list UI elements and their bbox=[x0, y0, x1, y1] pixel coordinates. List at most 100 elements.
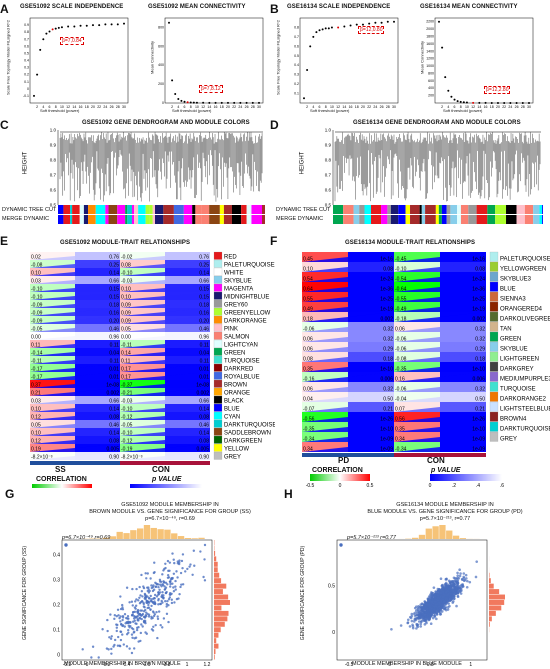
pvalue-triangle bbox=[394, 332, 486, 342]
y-histogram-bar bbox=[489, 621, 490, 627]
threshold-point bbox=[465, 101, 468, 104]
correlation-cell bbox=[302, 422, 348, 432]
pvalue-triangle bbox=[30, 260, 120, 268]
correlation-value: -0.06 bbox=[395, 387, 407, 393]
correlation-cell bbox=[394, 362, 440, 372]
scatter-point bbox=[172, 572, 176, 575]
scatter-point bbox=[426, 597, 430, 600]
y-histogram-bar bbox=[214, 572, 220, 578]
correlation-value: -0.02 bbox=[121, 255, 133, 261]
correlation-cell bbox=[120, 308, 165, 316]
x-tick-label: 28 bbox=[386, 105, 390, 109]
correlation-value: 0.10 bbox=[31, 431, 41, 437]
y-tick-label: 0.7 bbox=[24, 37, 29, 41]
pvalue-triangle bbox=[120, 436, 210, 444]
pvalue-triangle bbox=[394, 272, 486, 282]
pvalue-value: 0.14 bbox=[199, 271, 209, 277]
correlation-cell bbox=[30, 324, 75, 332]
module-color-swatch bbox=[489, 301, 499, 312]
pvalue-value: 0.32 bbox=[383, 387, 393, 393]
scatter-point bbox=[121, 603, 124, 607]
legend-marker bbox=[64, 543, 68, 547]
pvalue-value: 1e-25 bbox=[472, 297, 485, 303]
merged-color-bar bbox=[359, 215, 365, 224]
pvalue-triangle bbox=[120, 444, 210, 452]
correlation-cell bbox=[394, 352, 440, 362]
scatter-point bbox=[161, 591, 164, 594]
x-tick-label: 22 bbox=[97, 105, 101, 109]
x-tick-label: 4 bbox=[312, 105, 314, 109]
y-tick-label: 1800 bbox=[426, 34, 434, 38]
scatter-point bbox=[161, 583, 165, 587]
scatter-point bbox=[192, 549, 196, 552]
x-histogram-bar bbox=[109, 536, 117, 539]
scatter-point bbox=[164, 566, 167, 570]
scatter-point bbox=[441, 586, 445, 590]
panel-b-right-annotation: β=12,2.80 bbox=[484, 86, 511, 94]
panel-b-right-ylabel: Mean Connectivity bbox=[419, 41, 425, 74]
threshold-point bbox=[116, 23, 119, 26]
correlation-cell bbox=[302, 312, 348, 322]
panel-b-left-ylabel: Scale Free Topology Model Fit,signed R^2 bbox=[275, 20, 281, 95]
scatter-point bbox=[151, 601, 155, 604]
scatter-point bbox=[157, 599, 160, 602]
y-tick-label: 0.9 bbox=[24, 23, 29, 27]
trait-bar-1 bbox=[30, 461, 120, 465]
x-tick-label: 0 bbox=[86, 662, 89, 668]
pvalue-triangle bbox=[120, 308, 210, 316]
module-name: MEDIUMPURPLE3 bbox=[500, 377, 550, 383]
pvalue-value: 1e-10 bbox=[380, 427, 393, 433]
scatter-point bbox=[146, 572, 149, 575]
pvalue-value: 0.006 bbox=[380, 377, 393, 383]
module-name: DARKGREEN bbox=[224, 439, 262, 445]
correlation-cell bbox=[394, 282, 440, 292]
scatter-point bbox=[119, 607, 123, 611]
scatter-point bbox=[147, 615, 151, 618]
module-color-swatch bbox=[213, 307, 223, 316]
p-legend-tick: .4 bbox=[476, 483, 480, 488]
y-histogram-bar bbox=[214, 594, 229, 600]
x-tick-label: 16 bbox=[349, 105, 353, 109]
threshold-point bbox=[171, 79, 174, 82]
pvalue-triangle bbox=[394, 372, 486, 382]
scatter-point bbox=[91, 645, 95, 648]
pvalue-value: 0.18 bbox=[475, 357, 485, 363]
x-histogram-bar bbox=[171, 533, 178, 539]
scatter-point bbox=[153, 602, 157, 605]
scatter-point bbox=[148, 589, 151, 593]
panel-f-title: GSE16134 MODULE-TRAIT RELATIONSHIPS bbox=[345, 240, 476, 246]
threshold-point bbox=[343, 25, 346, 28]
y-histogram-bar bbox=[214, 556, 217, 562]
scatter-point bbox=[415, 627, 418, 630]
module-name: PINK bbox=[224, 327, 238, 333]
y-tick-label: 2000 bbox=[426, 27, 434, 31]
threshold-plots: 2 4 6 8 10 12 14 16 18 20 22 24 26 28 300.90.80.70.60.… bbox=[23, 17, 534, 109]
module-color-swatch bbox=[213, 339, 223, 348]
y-tick-label: 0.6 bbox=[325, 188, 332, 193]
scatter-point bbox=[180, 559, 184, 563]
scatter-point bbox=[148, 597, 151, 600]
scatter-point bbox=[142, 602, 145, 606]
threshold-point bbox=[39, 48, 42, 51]
threshold-point bbox=[233, 101, 236, 104]
scatter-point bbox=[169, 578, 173, 581]
correlation-value: 0.08 bbox=[121, 263, 131, 269]
pvalue-triangle bbox=[394, 442, 486, 452]
module-color-bar bbox=[195, 205, 202, 214]
x-histogram-bar bbox=[198, 537, 205, 539]
scatter-point bbox=[199, 550, 202, 553]
scatter-point bbox=[119, 638, 123, 642]
module-color-bar bbox=[95, 205, 106, 214]
correlation-value: -0.54 bbox=[395, 277, 407, 283]
pvalue-triangle bbox=[120, 260, 210, 268]
panel-c-dendrogram: 1.0 0.9 0.8 0.7 0.6 0.5 bbox=[50, 128, 265, 224]
y-tick-label: 0.5 bbox=[50, 203, 57, 208]
x-tick-label: 10 bbox=[195, 105, 199, 109]
merged-color-bar bbox=[487, 215, 496, 224]
threshold-point bbox=[462, 101, 465, 104]
pvalue-triangle bbox=[120, 332, 210, 340]
scatter-point bbox=[169, 585, 172, 588]
merged-color-bar bbox=[476, 215, 488, 224]
module-name: DARKGREY bbox=[500, 367, 534, 373]
x-tick-label: 24 bbox=[373, 105, 377, 109]
